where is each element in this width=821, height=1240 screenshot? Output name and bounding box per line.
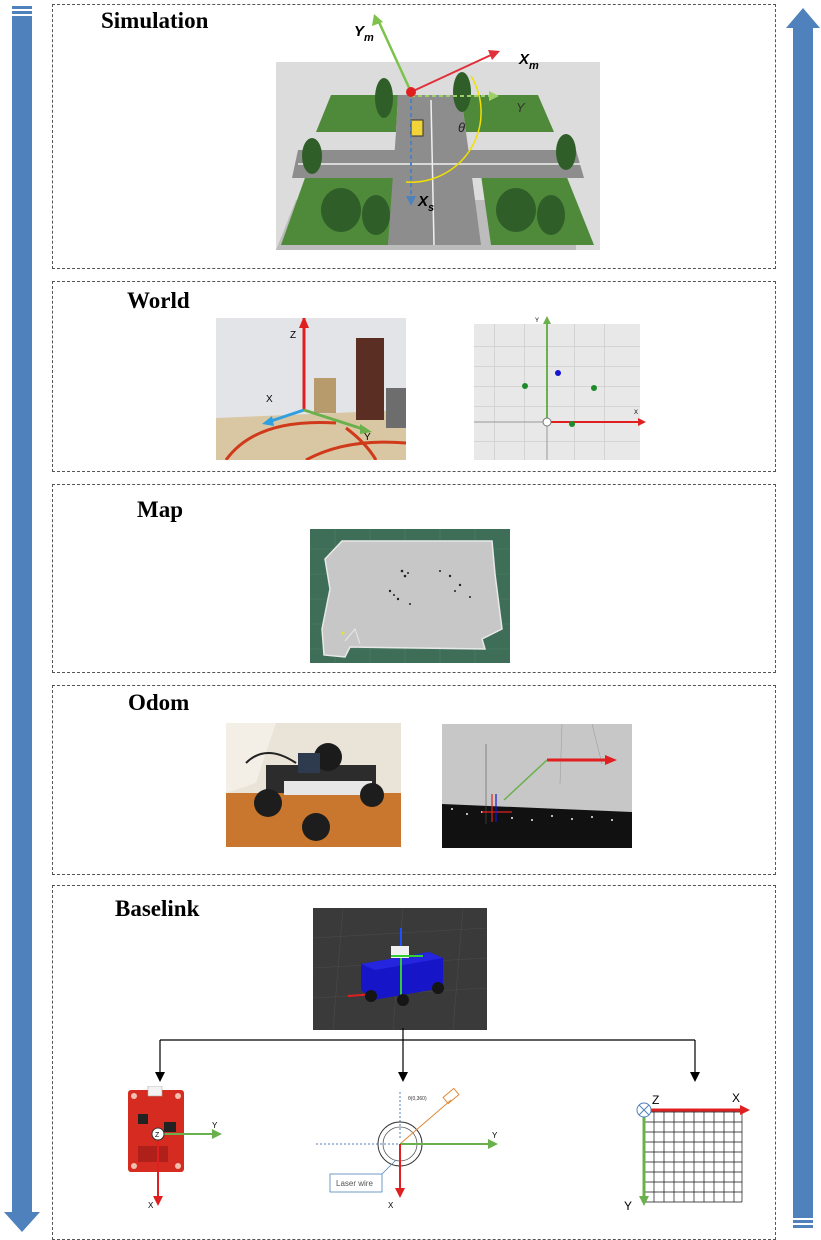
odom-title: Odom: [128, 690, 190, 715]
map-title: Map: [137, 497, 183, 522]
sensor-connectors: [155, 1028, 700, 1082]
baselink-title: Baselink: [115, 896, 200, 921]
world-plot-x-label: X: [634, 410, 638, 416]
down-arrow-left: [4, 6, 40, 1232]
xs-label: Xs: [417, 193, 434, 214]
simulation-title: Simulation: [101, 8, 209, 33]
grid-x-label: X: [732, 1091, 740, 1105]
odom-scan: [442, 724, 632, 848]
grid-sensor: Z X Y: [624, 1091, 750, 1213]
world-x-label: X: [266, 394, 273, 405]
imu-y-label: Y: [212, 1121, 218, 1130]
world-y-label: Y: [364, 432, 371, 443]
simulation-scene: Ym Xm Xs Y θ: [276, 14, 600, 250]
simulation-panel: [52, 4, 776, 269]
simulation-axes: [372, 14, 500, 206]
xm-label: Xm: [518, 51, 539, 72]
world-title: World: [127, 288, 190, 313]
up-arrow-right: [786, 8, 820, 1228]
odom-panel: [52, 685, 776, 875]
y-dash-label: Y: [516, 100, 526, 115]
imu-x-label: X: [148, 1201, 154, 1210]
imu-sensor: Z Y X: [128, 1086, 222, 1210]
world-plot-y-label: Y: [535, 318, 539, 324]
grid-z-label: Z: [652, 1093, 659, 1107]
odom-photo: [226, 723, 401, 847]
world-panel: [52, 281, 776, 472]
map-panel: [52, 484, 776, 673]
baselink-render: [313, 908, 487, 1030]
imu-z-label: Z: [155, 1132, 160, 1139]
lidar-angle-label: θ(0,360): [408, 1096, 427, 1102]
world-photo: Z X Y: [216, 318, 406, 460]
grid-y-label: Y: [624, 1199, 632, 1213]
world-z-label: Z: [290, 330, 296, 341]
lidar-y-label: Y: [492, 1131, 498, 1140]
theta-label: θ: [458, 120, 465, 135]
lidar-sensor: θ(0,360) Y X Laser wire: [316, 1087, 498, 1210]
lidar-caption: Laser wire: [336, 1179, 373, 1188]
map-image: [310, 529, 510, 663]
ym-label: Ym: [354, 23, 374, 44]
world-plot: Y X: [474, 316, 646, 460]
lidar-x-label: X: [388, 1201, 394, 1210]
